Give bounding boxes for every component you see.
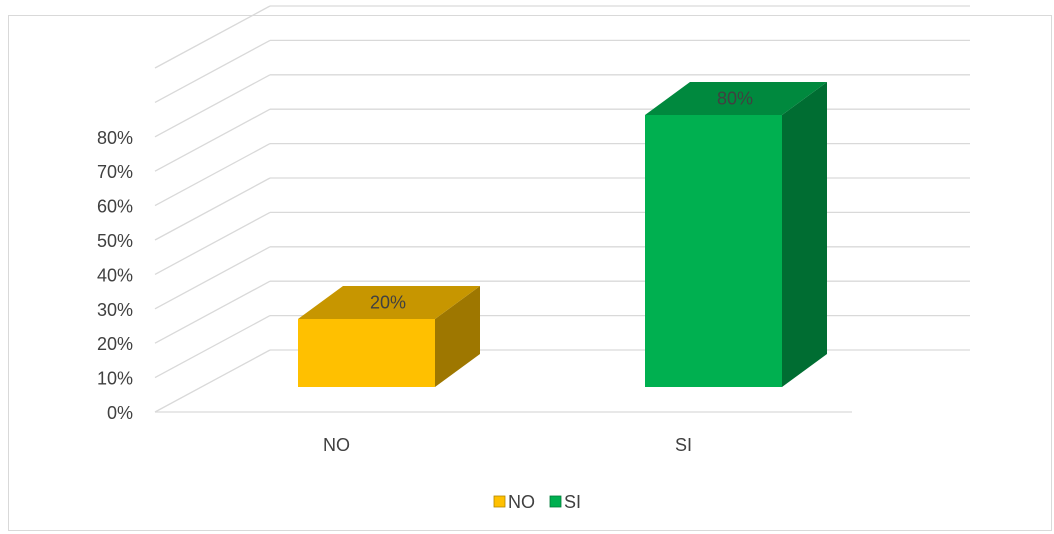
- bar-top-face: [645, 82, 827, 115]
- data-labels: 20% 80%: [370, 89, 753, 313]
- y-tick-label: 80%: [97, 128, 133, 148]
- y-tick-label: 50%: [97, 231, 133, 251]
- x-category-label: SI: [675, 435, 692, 455]
- x-category-label: NO: [323, 435, 350, 455]
- legend-swatch: [493, 495, 506, 508]
- bar-si: [645, 82, 827, 387]
- gridlines: [154, 5, 970, 413]
- y-tick-label: 0%: [107, 403, 133, 423]
- gridline-side: [154, 108, 271, 172]
- gridline-side: [154, 143, 271, 207]
- bar-side-face: [435, 286, 480, 387]
- y-tick-label: 30%: [97, 300, 133, 320]
- legend-label: SI: [564, 492, 581, 512]
- gridline-side: [154, 246, 271, 310]
- legend-swatch: [549, 495, 562, 508]
- gridline-side: [154, 349, 271, 413]
- y-tick-label: 40%: [97, 265, 133, 285]
- gridline-side: [154, 39, 271, 103]
- legend-item-si: SI: [549, 492, 581, 512]
- data-label: 80%: [717, 89, 753, 109]
- data-label: 20%: [370, 293, 406, 313]
- bar-front-face: [645, 115, 782, 387]
- x-axis-categories: NO SI: [323, 435, 692, 455]
- bar-side-face: [782, 82, 827, 387]
- chart-frame: [8, 15, 1052, 531]
- gridline-side: [154, 5, 271, 69]
- gridline-side: [154, 177, 271, 241]
- gridline-side: [154, 211, 271, 275]
- bar-no: [298, 286, 480, 387]
- bar-top-face: [298, 286, 480, 319]
- y-tick-label: 10%: [97, 369, 133, 389]
- gridline-side: [154, 74, 271, 138]
- legend-label: NO: [508, 492, 535, 512]
- y-tick-label: 20%: [97, 334, 133, 354]
- y-axis-ticks: 0% 10% 20% 30% 40% 50% 60% 70% 80%: [97, 128, 133, 423]
- gridline-side: [154, 280, 271, 344]
- bar-front-face: [298, 319, 435, 387]
- y-tick-label: 60%: [97, 197, 133, 217]
- y-tick-label: 70%: [97, 162, 133, 182]
- legend-item-no: NO: [493, 492, 535, 512]
- gridline-side: [154, 315, 271, 379]
- bars: [298, 82, 827, 387]
- legend: NO SI: [493, 492, 581, 512]
